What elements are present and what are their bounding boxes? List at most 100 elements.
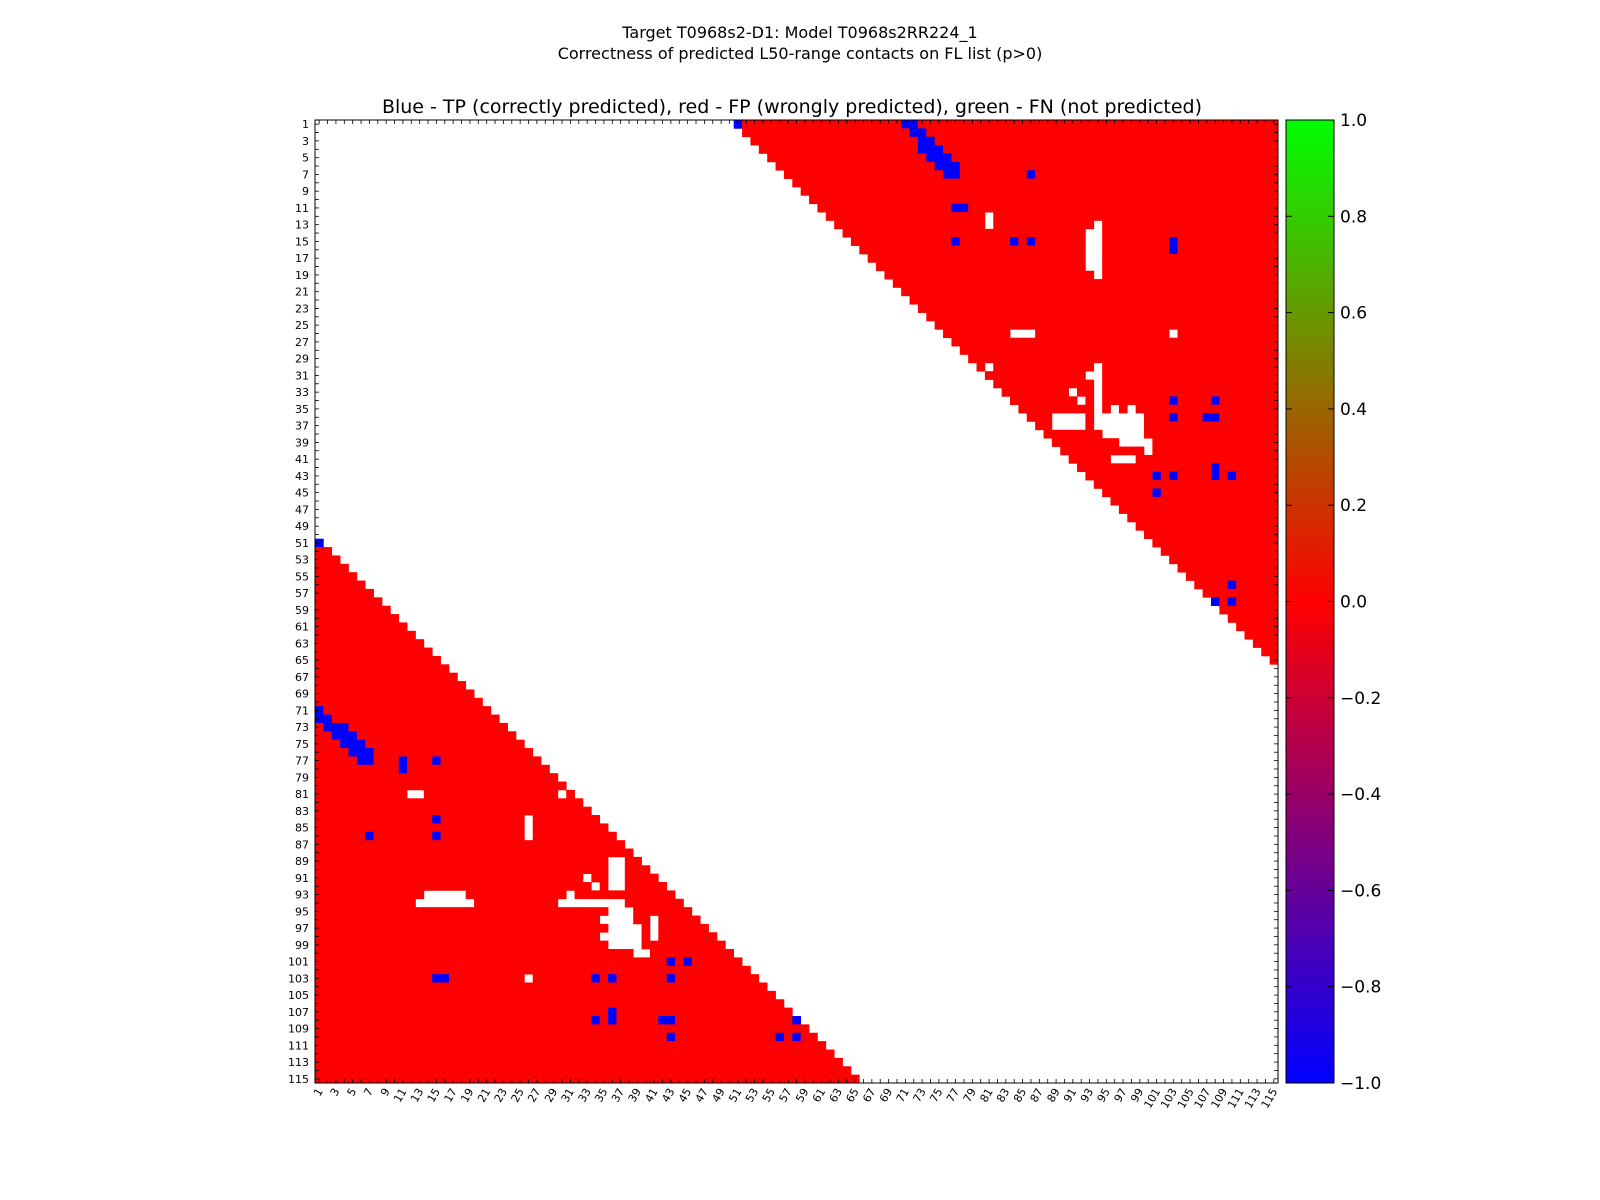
contact-cell-fp — [390, 949, 400, 958]
contact-cell-fp — [465, 865, 475, 874]
contact-cell-fp — [398, 722, 408, 732]
contact-cell-fp — [515, 815, 525, 824]
contact-cell-fp — [1026, 354, 1036, 364]
contact-cell-fp — [557, 915, 567, 925]
contact-cell-fp — [524, 756, 534, 766]
contact-cell-fp — [331, 923, 341, 933]
contact-cell-fp — [1252, 362, 1262, 372]
contact-cell-fp — [541, 865, 550, 874]
contact-cell-fp — [1026, 320, 1036, 330]
contact-cell-fp — [984, 178, 994, 188]
contact-cell-fp — [599, 856, 609, 866]
contact-cell-fp — [315, 1032, 324, 1042]
contact-cell-fp — [390, 974, 400, 983]
contact-cell-fp — [959, 186, 969, 196]
contact-cell-fp — [792, 1066, 802, 1075]
contact-cell-fp — [1219, 555, 1229, 565]
contact-cell-tp — [792, 1032, 802, 1042]
contact-cell-fp — [809, 153, 818, 163]
contact-cell-fp — [783, 1049, 793, 1059]
contact-cell-fp — [1185, 312, 1195, 322]
contact-cell-fp — [1068, 212, 1078, 221]
contact-cell-fp — [448, 1024, 458, 1034]
contact-cell-fp — [1127, 371, 1136, 380]
contact-cell-fp — [381, 614, 391, 623]
contact-cell-fp — [1144, 304, 1153, 313]
contact-cell-fp — [1202, 555, 1212, 565]
contact-cell-fp — [373, 806, 383, 816]
contact-cell-fp — [331, 873, 341, 883]
contact-cell-fp — [1152, 295, 1162, 305]
contact-cell-fp — [323, 639, 333, 648]
contact-cell-fp — [549, 1049, 559, 1059]
contact-cell-fp — [1194, 279, 1203, 288]
contact-cell-fp — [490, 1024, 500, 1034]
contact-cell-fp — [1236, 421, 1245, 431]
contact-cell-fp — [1077, 253, 1086, 263]
contact-cell-fp — [381, 739, 391, 749]
contact-cell-fp — [725, 1049, 735, 1059]
contact-cell-fp — [549, 798, 559, 808]
contact-cell-fp — [390, 748, 400, 757]
contact-cell-fp — [1051, 228, 1061, 238]
contact-cell-fp — [876, 228, 885, 238]
contact-cell-fp — [423, 1066, 433, 1075]
contact-cell-fp — [482, 748, 492, 757]
x-tick-label: 5 — [345, 1086, 360, 1099]
contact-cell-fp — [1202, 245, 1212, 255]
contact-cell-fp — [943, 203, 952, 213]
contact-cell-fp — [1261, 496, 1270, 506]
contact-cell-fp — [993, 312, 1003, 322]
contact-cell-fp — [1010, 287, 1019, 297]
contact-cell-fp — [557, 999, 567, 1008]
contact-cell-fp — [331, 974, 341, 983]
contact-cell-fp — [599, 1041, 609, 1050]
contact-cell-tp — [608, 974, 617, 983]
contact-cell-fp — [700, 1041, 709, 1050]
contact-cell-fp — [448, 722, 458, 732]
contact-cell-fp — [725, 974, 735, 983]
contact-cell-fp — [582, 940, 592, 950]
contact-cell-fp — [1127, 480, 1136, 489]
contact-cell-fp — [440, 689, 450, 699]
colorbar-ticks: 1.00.80.60.40.20.0−0.2−0.4−0.6−0.8−1.0 — [1286, 111, 1381, 1094]
contact-cell-fp — [582, 1041, 592, 1050]
contact-cell-fp — [733, 1041, 743, 1050]
contact-cell-fp — [1252, 346, 1262, 355]
contact-cell-fp — [1219, 270, 1229, 280]
contact-cell-fp — [524, 949, 534, 958]
contact-cell-fp — [507, 932, 517, 941]
contact-cell-fp — [1169, 513, 1178, 523]
contact-cell-fp — [1118, 346, 1128, 355]
contact-cell-fp — [1236, 614, 1245, 623]
contact-cell-fp — [641, 965, 651, 975]
contact-cell-fp — [976, 195, 986, 205]
contact-cell-fp — [1144, 295, 1153, 305]
contact-cell-fp — [1227, 170, 1237, 179]
contact-cell-fp — [1269, 396, 1279, 406]
contact-cell-fp — [1102, 161, 1111, 171]
contact-cell-fp — [1001, 186, 1011, 196]
contact-cell-fp — [892, 212, 902, 221]
contact-cell-fp — [1202, 312, 1212, 322]
y-tick-label: 69 — [295, 688, 309, 701]
contact-cell-fp — [490, 764, 500, 774]
contact-cell-fp — [390, 1041, 400, 1050]
contact-cell-fp — [876, 136, 885, 146]
contact-cell-fp — [323, 932, 333, 941]
contact-cell-fp — [1160, 186, 1170, 196]
contact-cell-fp — [490, 815, 500, 824]
contact-cell-fp — [1093, 153, 1103, 163]
contact-cell-fp — [348, 1024, 358, 1034]
contact-cell-fp — [691, 1041, 701, 1050]
contact-cell-fp — [917, 178, 927, 188]
contact-cell-fp — [716, 1016, 726, 1025]
contact-cell-fp — [1160, 362, 1170, 372]
contact-cell-fp — [1077, 120, 1086, 129]
contact-cell-fp — [675, 915, 684, 925]
contact-cell-fp — [381, 831, 391, 841]
contact-cell-fp — [700, 940, 709, 950]
contact-cell-fp — [1077, 387, 1086, 397]
contact-cell-fp — [1177, 136, 1187, 146]
contact-cell-fp — [1152, 538, 1162, 548]
